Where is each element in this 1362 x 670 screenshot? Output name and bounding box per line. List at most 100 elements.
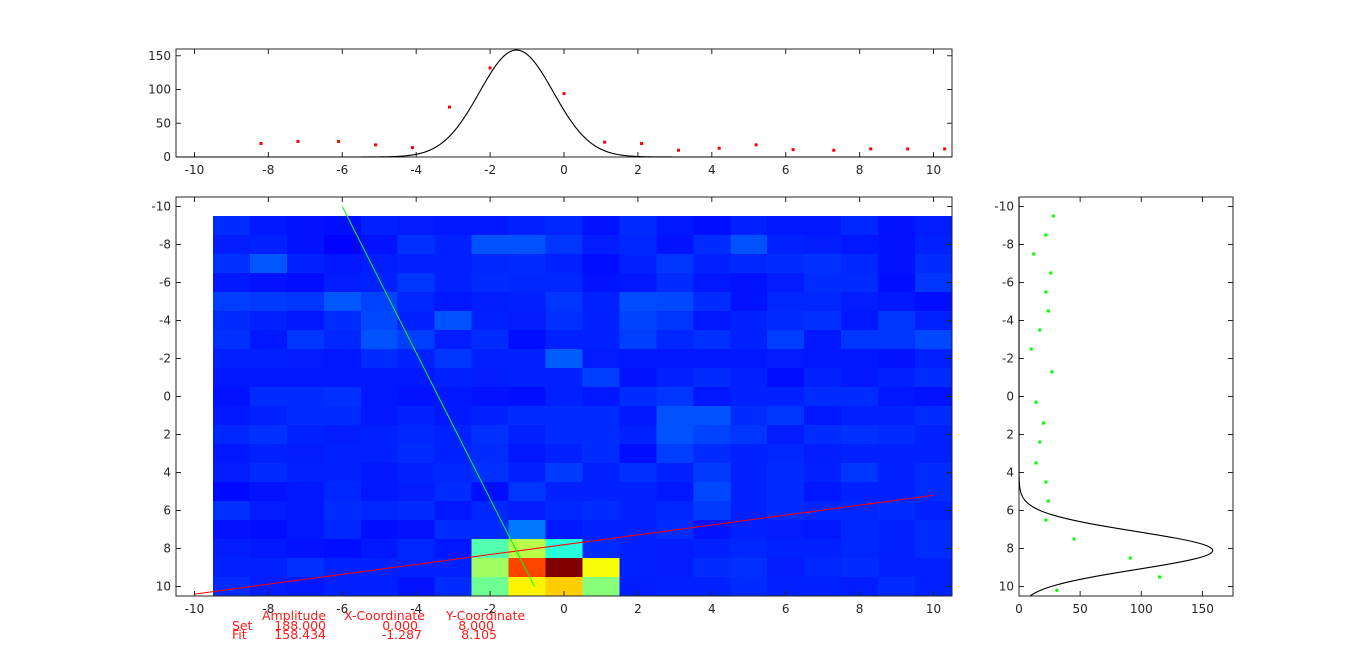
heatmap-cell [286, 520, 325, 540]
heatmap-cell [508, 577, 547, 597]
heatmap-cell [619, 425, 657, 445]
heatmap-cell [915, 501, 953, 521]
heatmap-cell [212, 520, 251, 540]
top-data-point [640, 142, 644, 145]
side-data-point [1049, 271, 1053, 275]
heatmap-cell [582, 406, 620, 426]
heatmap-cell [360, 444, 399, 464]
heatmap-cell [323, 368, 362, 388]
heatmap-cell [360, 254, 399, 274]
heatmap-cell [878, 292, 916, 312]
heatmap-cell [508, 311, 547, 331]
heatmap-cell [656, 425, 694, 445]
top-xtick-label: -4 [410, 163, 422, 177]
heatmap-cell [841, 539, 879, 559]
heatmap-cell [730, 216, 768, 236]
heatmap-cell [730, 577, 768, 597]
heatmap-cell [286, 425, 325, 445]
heatmap-cell [767, 349, 805, 369]
heatmap-cell [286, 349, 325, 369]
heatmap-cell [619, 330, 657, 350]
heatmap-cell [286, 482, 325, 502]
top-xtick-label: 8 [856, 163, 864, 177]
heatmap-cell [323, 387, 362, 407]
side-data-point [1029, 347, 1033, 351]
side-ytick-label: 8 [1006, 542, 1014, 556]
heatmap-cell [656, 311, 694, 331]
heatmap-cell [212, 292, 251, 312]
heatmap-cell [693, 463, 731, 483]
heatmap-cell [323, 273, 362, 293]
side-data-point [1128, 556, 1132, 560]
top-data-point [296, 139, 300, 143]
heatmap-cell [471, 349, 510, 369]
heatmap-cell [545, 349, 583, 369]
heatmap-cell [582, 349, 620, 369]
heatmap-cell [212, 444, 251, 464]
heatmap-cell [434, 330, 473, 350]
heatmap-cell [508, 482, 547, 502]
heatmap-cell [508, 368, 547, 388]
heatmap-cell [619, 254, 657, 274]
heatmap-cell [212, 482, 251, 502]
heatmap-cell [508, 235, 547, 255]
heatmap-cell [878, 501, 916, 521]
top-data-point [259, 142, 263, 145]
heatmap-cell [212, 311, 251, 331]
heatmap-cell [397, 216, 436, 236]
heatmap-plot: -10 -8 -6 -4 -2 0 2 4 6 8 10 -10 -8 -6 -4 -2 0 2 4 6 8 10 [151, 196, 953, 616]
heatmap-cell [730, 482, 768, 502]
heatmap-cell [767, 330, 805, 350]
heatmap-cell [767, 292, 805, 312]
top-data-point [603, 140, 607, 144]
main-ytick-label: 8 [163, 542, 171, 556]
heatmap-cell [508, 387, 547, 407]
heatmap-cell [471, 463, 510, 483]
heatmap-cell [582, 520, 620, 540]
heatmap-cell [360, 311, 399, 331]
heatmap-cell [212, 577, 251, 597]
info-fit-amplitude: 158.434 [274, 627, 326, 642]
heatmap-cell [915, 520, 953, 540]
heatmap-cell [693, 520, 731, 540]
top-data-point [410, 146, 414, 150]
heatmap-cell [249, 444, 288, 464]
heatmap-cell [545, 235, 583, 255]
heatmap-cell [582, 311, 620, 331]
heatmap-cell [545, 406, 583, 426]
info-set-y: 8.000 [458, 618, 494, 633]
heatmap-cell [693, 311, 731, 331]
main-ytick-label: -6 [159, 276, 171, 290]
heatmap-cell [323, 425, 362, 445]
heatmap-cell [508, 330, 547, 350]
side-data-point [1158, 575, 1162, 579]
heatmap-cell [656, 216, 694, 236]
heatmap-cell [286, 501, 325, 521]
top-ytick-label: 50 [156, 116, 171, 130]
heatmap-cell [545, 216, 583, 236]
heatmap-cell [397, 368, 436, 388]
top-xtick-label: -10 [185, 163, 205, 177]
info-fit-y: 8.105 [461, 627, 497, 642]
top-ytick-label: 0 [163, 150, 171, 164]
heatmap-cell [360, 235, 399, 255]
heatmap-cell [730, 558, 768, 578]
heatmap-cell [508, 406, 547, 426]
heatmap-cell [915, 444, 953, 464]
heatmap-cell [582, 368, 620, 388]
heatmap-cell [656, 482, 694, 502]
heatmap-cell [804, 330, 842, 350]
heatmap-cell [878, 520, 916, 540]
heatmap-cell [619, 444, 657, 464]
side-ytick-label: -6 [1002, 276, 1014, 290]
top-data-point [832, 148, 836, 152]
fit-info-table: Amplitude X-Coordinate Y-Coordinate Set … [232, 608, 525, 642]
info-set-x: 0.000 [382, 618, 418, 633]
heatmap-cell [323, 311, 362, 331]
heatmap-cell [471, 292, 510, 312]
heatmap-cell [286, 235, 325, 255]
heatmap-cell [915, 330, 953, 350]
heatmap-cell [212, 368, 251, 388]
heatmap-cell [693, 349, 731, 369]
main-xtick-label: 4 [708, 602, 716, 616]
